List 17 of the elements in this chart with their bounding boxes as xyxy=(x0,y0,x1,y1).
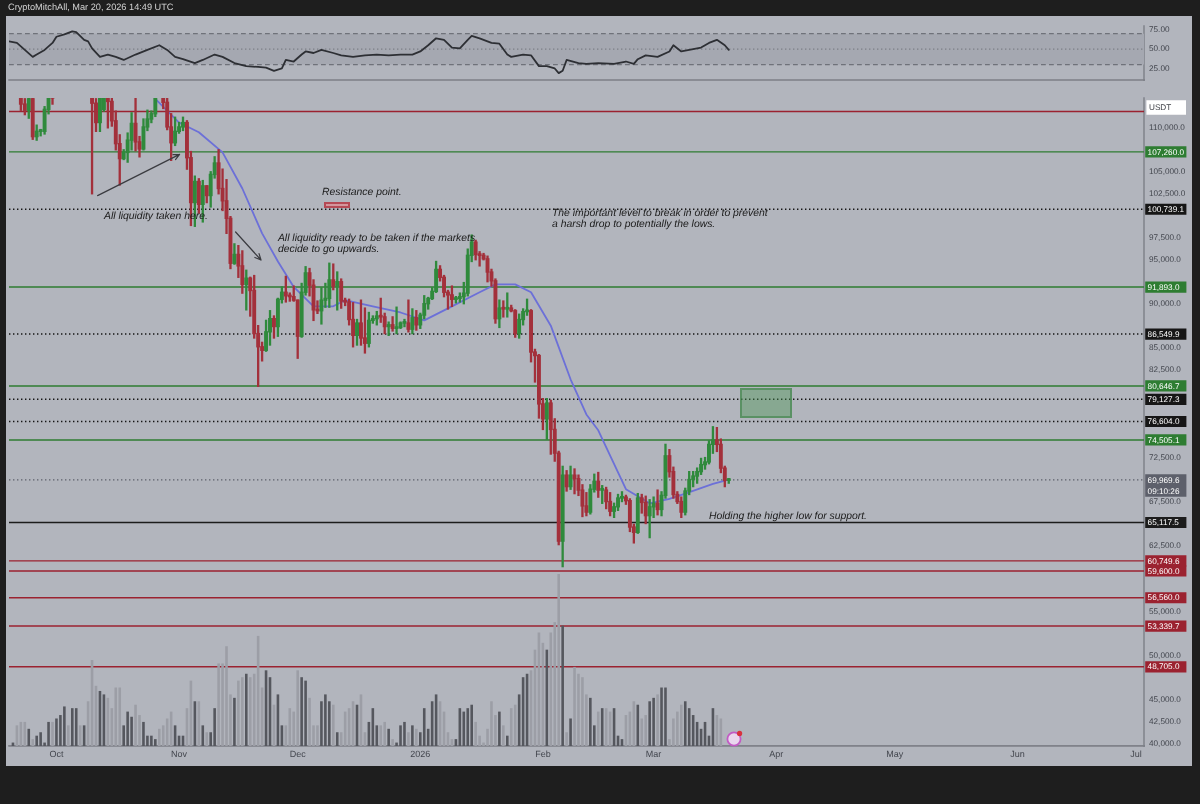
candlestick xyxy=(620,491,624,503)
candlestick xyxy=(390,316,395,332)
candlestick xyxy=(406,299,411,333)
candlestick xyxy=(268,310,272,346)
candlestick xyxy=(272,315,276,339)
candlestick xyxy=(616,493,620,511)
candlestick xyxy=(50,97,55,105)
candlestick xyxy=(319,287,324,325)
candlestick xyxy=(394,306,399,335)
candlestick xyxy=(98,97,102,132)
candlestick xyxy=(386,321,391,336)
candlestick xyxy=(355,318,359,346)
candlestick xyxy=(359,299,363,346)
candlestick xyxy=(655,489,660,516)
candlestick xyxy=(90,97,95,195)
candlestick xyxy=(181,116,185,132)
candlestick xyxy=(351,302,356,348)
